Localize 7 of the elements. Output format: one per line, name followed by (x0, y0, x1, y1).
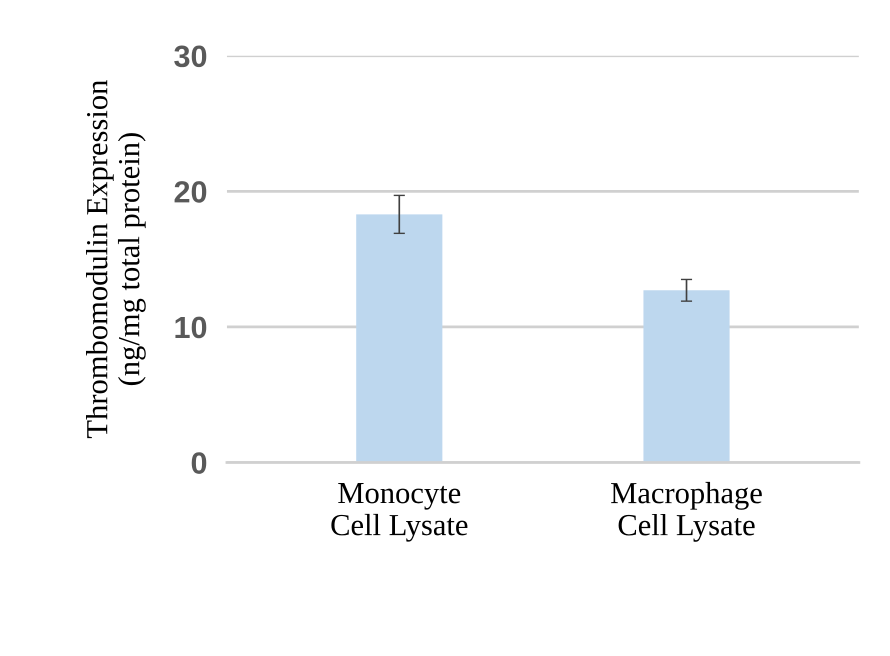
x-tick-label: Macrophage Cell Lysate (611, 482, 762, 542)
y-tick-label: 10 (175, 316, 206, 338)
y-tick-label: 0 (192, 452, 206, 474)
y-axis-title: Thrombomodulin Expression (ng/mg total protein) (86, 80, 146, 438)
y-tick-label: 30 (174, 45, 206, 68)
y-tick-label: 20 (174, 181, 206, 203)
x-tick-label: Monocyte Cell Lysate (331, 483, 468, 542)
